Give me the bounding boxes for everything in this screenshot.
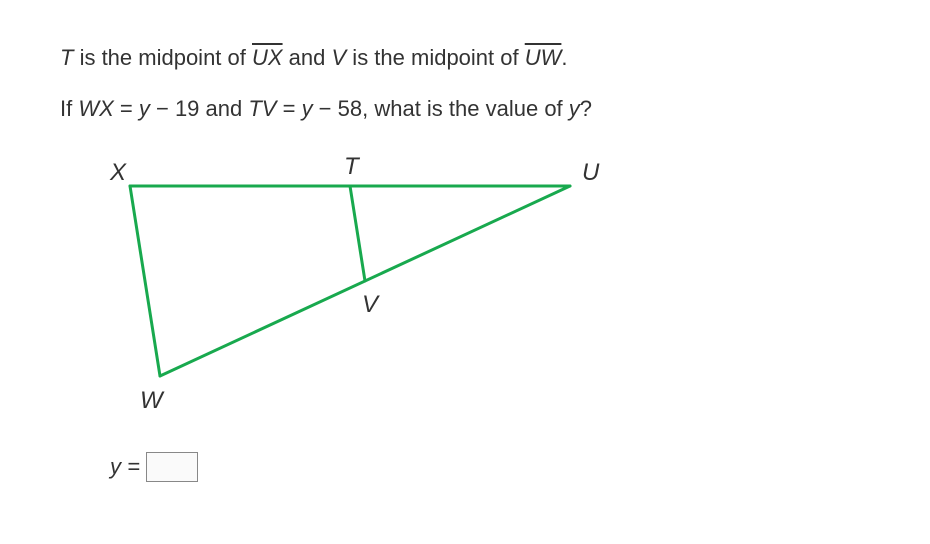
text: − 58, what is the value of [313,96,569,121]
text: . [561,45,567,70]
text: − 19 and [150,96,248,121]
var-V: V [332,45,347,70]
answer-row: y = [110,452,870,482]
text: ? [580,96,592,121]
answer-label: y = [110,454,140,480]
var-y: y [569,96,580,121]
vertex-label-X: X [109,159,127,186]
vertex-label-T: T [344,153,361,180]
var-T: T [60,45,73,70]
vertex-label-V: V [362,291,380,318]
diagram: X U W T V [100,146,870,442]
text: = [276,96,301,121]
var-y: y [139,96,150,121]
triangle-svg: X U W T V [100,146,640,436]
text: = [114,96,139,121]
answer-input[interactable] [146,452,198,482]
edge-XW [130,186,160,376]
text: is the midpoint of [73,45,252,70]
seg-UW: UW [525,45,562,70]
problem-line-2: If WX = y − 19 and TV = y − 58, what is … [60,91,870,126]
seg-UX: UX [252,45,283,70]
text: and [283,45,332,70]
var-WX: WX [78,96,113,121]
text: is the midpoint of [346,45,525,70]
var-TV: TV [248,96,276,121]
var-y: y [302,96,313,121]
problem-line-1: T is the midpoint of UX and V is the mid… [60,40,870,75]
vertex-label-W: W [140,387,165,414]
vertex-label-U: U [582,159,600,186]
edge-TV [350,186,365,281]
text: If [60,96,78,121]
